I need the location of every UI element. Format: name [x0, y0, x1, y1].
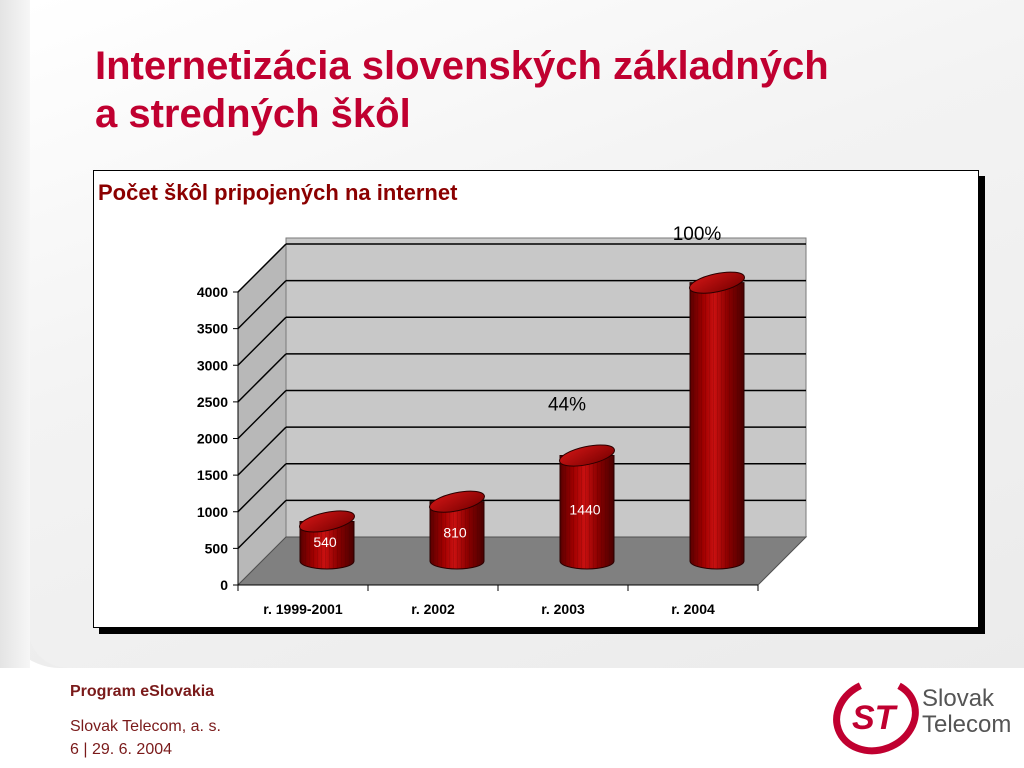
y-tick-label: 3000	[197, 357, 228, 373]
y-tick-label: 2500	[197, 394, 228, 410]
chart-bars	[299, 271, 745, 570]
logo-wordmark: Slovak Telecom	[922, 686, 1011, 738]
bar-top	[689, 271, 745, 294]
y-tick-label: 1000	[197, 504, 228, 520]
y-tick-label: 4000	[197, 284, 228, 300]
bar-r-2003	[559, 444, 615, 570]
gridline-side	[237, 499, 287, 549]
bar-texture	[690, 282, 744, 569]
x-tick-label: r. 2003	[541, 601, 585, 617]
bar-texture	[560, 455, 614, 569]
y-tick-label: 500	[205, 540, 229, 556]
slide-title-line1: Internetizácia slovenských základných	[95, 44, 829, 88]
y-tick-label: 0	[220, 577, 228, 593]
logo-mark: ST	[852, 699, 899, 737]
bar-chart: 4000 3500 3000 2500 2000 1500 1000 500 0 r. 1999…	[197, 224, 808, 617]
slide-title-line2: a stredných škôl	[95, 92, 411, 136]
x-axis: r. 1999-2001 r. 2002 r. 2003 r. 2004	[237, 584, 759, 617]
y-tick-label: 2000	[197, 431, 228, 447]
chart-title: Počet škôl pripojených na internet	[98, 180, 458, 205]
gridline-side	[237, 280, 287, 330]
bar-data-label: 540	[313, 534, 337, 550]
footer-company: Slovak Telecom, a. s.	[70, 718, 221, 735]
chart-data-labels: 540 810 1440 44% 100%	[313, 224, 721, 550]
bar-r-2002	[429, 490, 485, 570]
gridline-side	[237, 353, 287, 403]
bar-data-label: 1440	[569, 501, 600, 517]
gridline-side	[237, 463, 287, 513]
bar-texture	[430, 501, 484, 569]
gridline-side	[237, 243, 287, 293]
gridline-side	[237, 426, 287, 476]
annotation-percent: 100%	[673, 224, 722, 245]
gridline-side	[237, 316, 287, 366]
y-axis: 4000 3500 3000 2500 2000 1500 1000 500 0	[197, 284, 239, 593]
logo-line1: Slovak	[922, 685, 995, 712]
x-tick-label: r. 2002	[411, 601, 455, 617]
bar-r-2004	[689, 271, 745, 570]
footer-page-info: 6 | 29. 6. 2004	[70, 741, 173, 758]
gridline-side	[237, 389, 287, 440]
y-tick-label: 3500	[197, 321, 228, 337]
bar-texture	[300, 521, 354, 569]
slide-left-strip	[0, 0, 30, 668]
bar-top	[299, 510, 355, 533]
x-tick-label: r. 2004	[671, 601, 715, 617]
slovak-telecom-logo-icon: ST	[833, 677, 919, 755]
bar-data-label: 810	[443, 524, 467, 540]
y-tick-label: 1500	[197, 467, 228, 483]
bar-r-1999-2001	[299, 510, 355, 570]
logo-line2: Telecom	[922, 711, 1012, 738]
bar-top	[429, 490, 485, 513]
bar-top	[559, 444, 615, 467]
footer-program: Program eSlovakia	[70, 683, 215, 700]
annotation-percent: 44%	[548, 395, 586, 416]
x-tick-label: r. 1999-2001	[263, 601, 343, 617]
slide-title: Internetizácia slovenských základných a …	[95, 42, 995, 138]
